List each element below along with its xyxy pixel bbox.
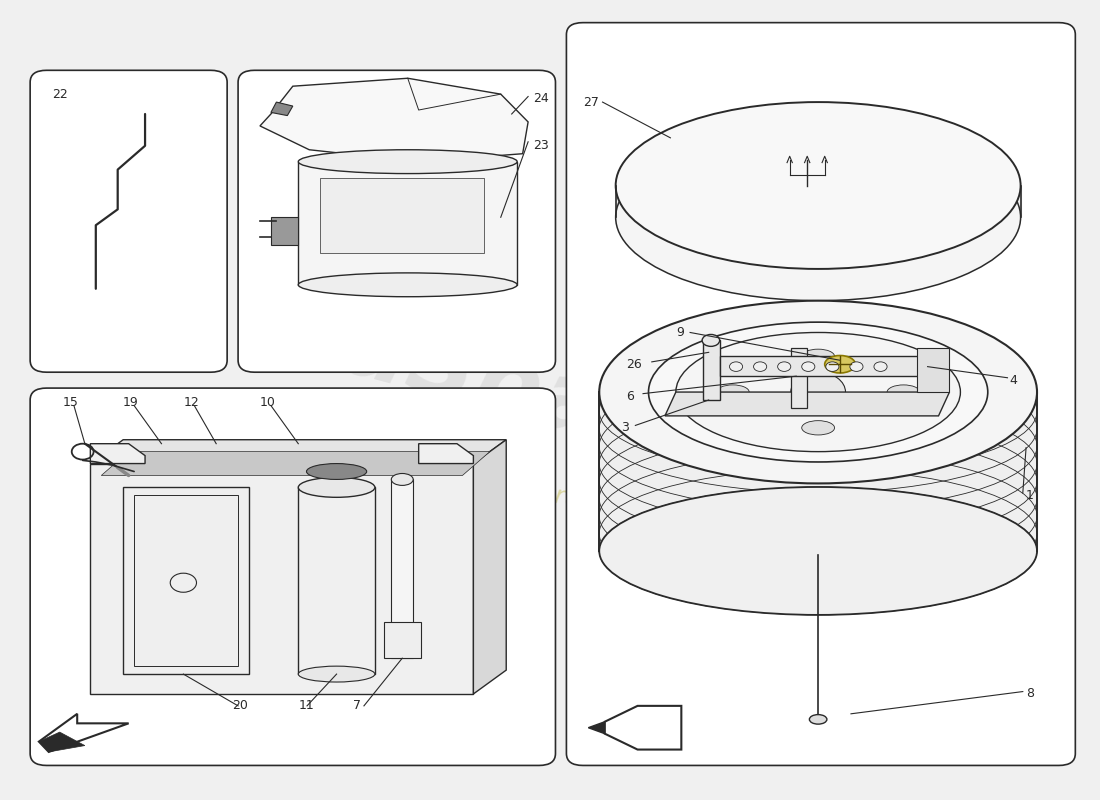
Polygon shape <box>616 186 1021 218</box>
Ellipse shape <box>887 385 920 399</box>
Ellipse shape <box>298 273 517 297</box>
Polygon shape <box>791 348 807 408</box>
Polygon shape <box>320 178 484 253</box>
Ellipse shape <box>802 421 835 435</box>
Ellipse shape <box>307 463 366 479</box>
Polygon shape <box>664 392 949 416</box>
Polygon shape <box>916 348 949 392</box>
Polygon shape <box>39 732 85 752</box>
Text: 20: 20 <box>232 699 249 712</box>
Text: 19: 19 <box>123 396 139 409</box>
Text: 27: 27 <box>583 95 598 109</box>
Text: 4: 4 <box>1010 374 1018 386</box>
Text: 9: 9 <box>675 326 684 339</box>
Circle shape <box>791 372 846 412</box>
Text: 1: 1 <box>1026 489 1034 502</box>
Text: euSparces: euSparces <box>271 284 829 516</box>
Polygon shape <box>260 78 528 162</box>
Polygon shape <box>384 622 421 658</box>
FancyBboxPatch shape <box>566 22 1076 766</box>
Ellipse shape <box>802 349 835 363</box>
Text: 15: 15 <box>63 396 79 409</box>
Ellipse shape <box>298 478 375 498</box>
Polygon shape <box>419 444 473 463</box>
Text: 22: 22 <box>52 88 68 101</box>
Ellipse shape <box>298 666 375 682</box>
Text: a pasion for parts since 1985: a pasion for parts since 1985 <box>368 452 732 539</box>
Circle shape <box>874 362 887 371</box>
Text: 24: 24 <box>534 92 549 105</box>
Polygon shape <box>101 452 489 475</box>
Polygon shape <box>392 479 414 658</box>
Polygon shape <box>588 722 605 734</box>
Polygon shape <box>719 356 927 376</box>
Ellipse shape <box>392 474 414 486</box>
Circle shape <box>850 362 864 371</box>
FancyBboxPatch shape <box>238 70 556 372</box>
Ellipse shape <box>616 102 1021 269</box>
Ellipse shape <box>600 487 1037 615</box>
Polygon shape <box>90 444 145 463</box>
Text: 23: 23 <box>534 139 549 152</box>
Polygon shape <box>90 463 473 694</box>
Ellipse shape <box>825 355 856 373</box>
Ellipse shape <box>649 322 988 462</box>
FancyBboxPatch shape <box>30 70 227 372</box>
Polygon shape <box>600 392 1037 551</box>
Text: 11: 11 <box>298 699 314 712</box>
Text: 7: 7 <box>353 699 361 712</box>
Ellipse shape <box>600 301 1037 483</box>
Ellipse shape <box>810 714 827 724</box>
Circle shape <box>729 362 743 371</box>
Polygon shape <box>298 162 517 285</box>
Text: 10: 10 <box>260 396 276 409</box>
Polygon shape <box>703 341 719 400</box>
Polygon shape <box>473 440 506 694</box>
Circle shape <box>778 362 791 371</box>
FancyBboxPatch shape <box>30 388 556 766</box>
Text: 8: 8 <box>1026 687 1034 701</box>
Polygon shape <box>90 440 506 463</box>
Ellipse shape <box>702 334 719 346</box>
Text: 12: 12 <box>184 396 199 409</box>
Ellipse shape <box>675 333 960 452</box>
Text: 6: 6 <box>627 390 635 402</box>
Circle shape <box>826 362 839 371</box>
Polygon shape <box>123 487 249 674</box>
Polygon shape <box>271 218 298 245</box>
Polygon shape <box>298 487 375 674</box>
Text: 3: 3 <box>621 422 629 434</box>
Circle shape <box>802 362 815 371</box>
Ellipse shape <box>298 150 517 174</box>
Text: 26: 26 <box>627 358 642 370</box>
Ellipse shape <box>616 134 1021 301</box>
Ellipse shape <box>716 385 749 399</box>
Circle shape <box>754 362 767 371</box>
Polygon shape <box>271 102 293 115</box>
